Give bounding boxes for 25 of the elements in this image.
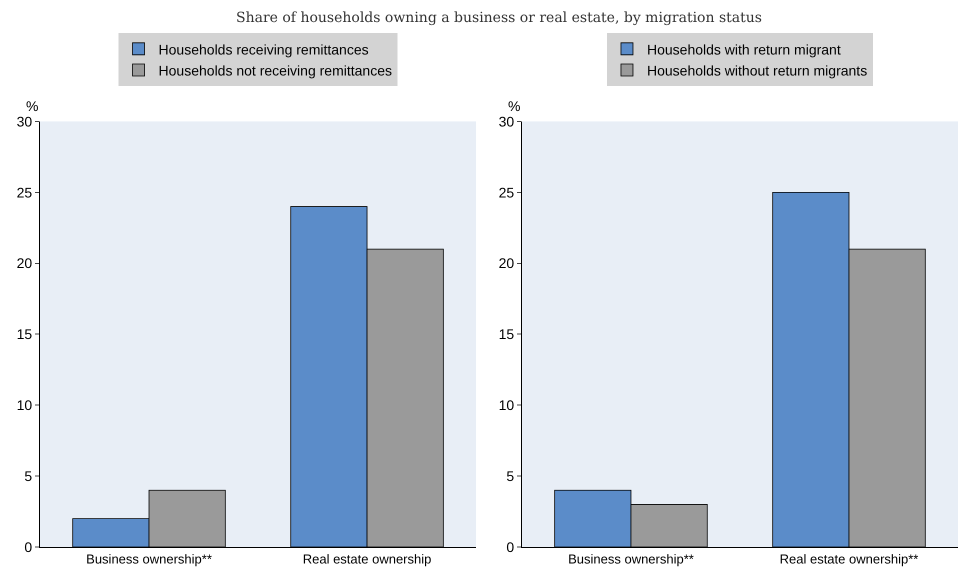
y-tick-label: 30 xyxy=(498,113,514,130)
legend-label: Households without return migrants xyxy=(646,62,868,78)
y-tick-label: 15 xyxy=(498,326,514,342)
y-tick-label: 5 xyxy=(506,468,514,484)
legend-label: Households not receiving remittances xyxy=(158,62,392,78)
y-tick-label: 0 xyxy=(506,538,514,555)
x-tick-label: Real estate ownership** xyxy=(780,552,918,567)
chart-title: Share of households owning a business or real estate, by migration status xyxy=(236,10,762,26)
y-tick-label: 20 xyxy=(498,255,514,272)
y-tick-label: 10 xyxy=(498,397,514,414)
y-axis-title: % xyxy=(26,98,38,114)
y-tick-label: 30 xyxy=(16,113,32,130)
y-tick-label: 15 xyxy=(16,326,32,342)
y-tick-label: 25 xyxy=(16,184,32,200)
x-tick-label: Business ownership** xyxy=(568,552,694,567)
x-tick-label: Business ownership** xyxy=(86,552,212,567)
y-tick-label: 5 xyxy=(24,468,32,484)
y-tick-label: 25 xyxy=(498,184,514,200)
y-tick-label: 10 xyxy=(16,397,32,414)
y-axis-title: % xyxy=(508,98,520,114)
y-tick-label: 0 xyxy=(24,538,32,555)
legend-label: Households with return migrant xyxy=(646,41,841,58)
x-tick-label: Real estate ownership xyxy=(302,552,432,567)
legend-label: Households receiving remittances xyxy=(158,41,369,58)
y-tick-label: 20 xyxy=(16,255,32,272)
